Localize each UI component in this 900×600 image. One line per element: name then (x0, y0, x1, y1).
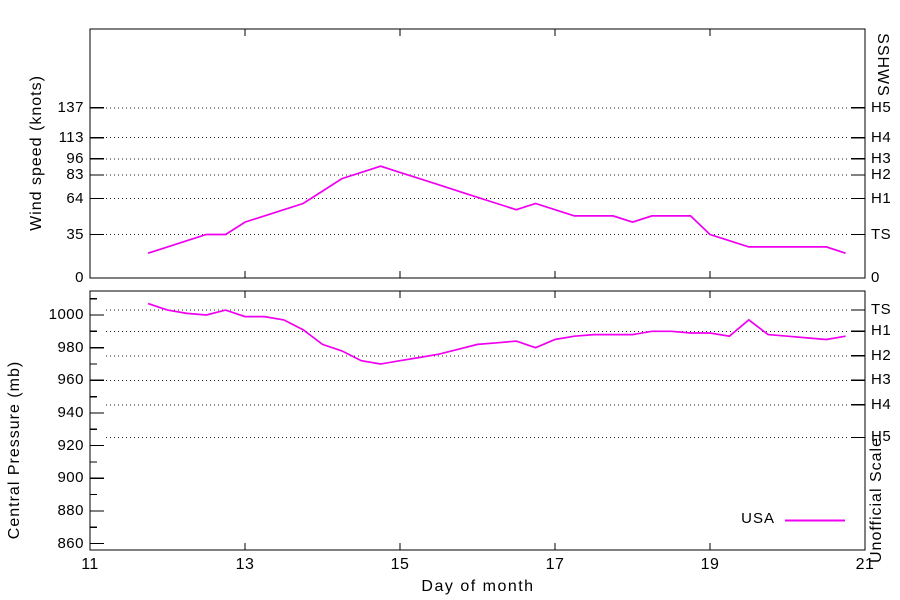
x-tick-label: 11 (81, 556, 99, 573)
pressure-left-tick-label: 960 (57, 371, 84, 389)
wind-left-tick-label: 96 (66, 149, 84, 167)
pressure-left-tick-label: 860 (57, 534, 84, 552)
pressure-left-tick-label: 880 (57, 501, 84, 519)
wind-left-tick-label: 113 (58, 128, 84, 146)
unofficial-scale-axis-title: Unofficial Scale (868, 437, 885, 563)
unofficial-scale-tick-label: H4 (871, 395, 892, 413)
pressure-y-axis-title: Central Pressure (mb) (6, 360, 23, 540)
wind-left-tick-label: 0 (75, 269, 84, 286)
unofficial-scale-tick-label: H2 (871, 346, 892, 364)
wind-left-tick-label: 35 (66, 225, 84, 243)
sshws-tick-label: H5 (871, 98, 892, 116)
wind-panel-border (89, 28, 866, 279)
sshws-tick-label: H3 (871, 149, 892, 167)
pressure-series-line (147, 302, 846, 365)
wind-y-axis-title: Wind speed (knots) (28, 75, 45, 231)
unofficial-scale-tick-label: H3 (871, 371, 892, 389)
sshws-tick-label: H1 (871, 189, 892, 207)
pressure-left-tick-label: 980 (57, 338, 84, 356)
unofficial-scale-tick-label: H5 (871, 428, 892, 446)
pressure-left-tick-label: 920 (57, 436, 84, 454)
pressure-left-tick-label: 900 (57, 469, 84, 487)
unofficial-scale-tick-label: TS (871, 301, 892, 319)
wind-left-tick-label: 137 (57, 98, 84, 116)
x-tick-label: 15 (390, 556, 410, 573)
sshws-tick-label: H2 (871, 165, 892, 183)
sshws-axis-title: SSHWS (874, 33, 891, 97)
pressure-left-tick-label: 940 (57, 403, 84, 421)
sshws-tick-label: 0 (871, 269, 880, 286)
legend-label: USA (741, 510, 775, 527)
unofficial-scale-tick-label: H1 (871, 322, 892, 340)
sshws-tick-label: H4 (871, 128, 892, 146)
pressure-panel-border (89, 290, 866, 551)
sshws-tick-label: TS (871, 225, 892, 243)
x-tick-label: 13 (235, 556, 255, 573)
wind-left-tick-label: 64 (66, 189, 84, 207)
x-tick-label: 19 (700, 556, 720, 573)
x-tick-label: 21 (855, 556, 875, 573)
x-axis-title: Day of month (421, 578, 535, 595)
x-tick-label: 17 (545, 556, 565, 573)
wind-series-line (147, 165, 846, 255)
pressure-left-tick-label: 1000 (48, 306, 84, 323)
wind-left-tick-label: 83 (66, 165, 84, 183)
